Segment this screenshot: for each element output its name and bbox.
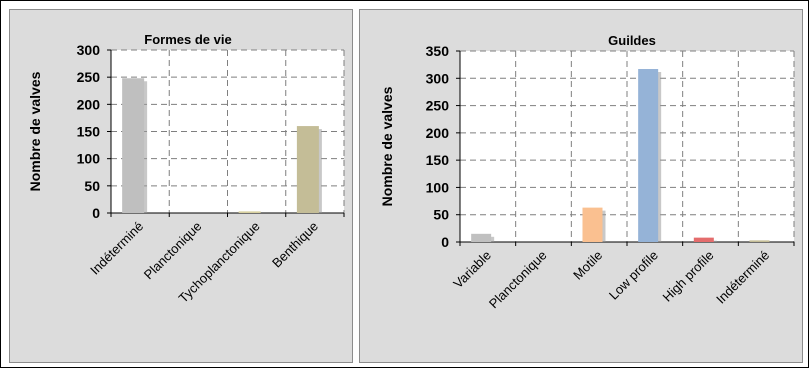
bar-motile	[582, 207, 603, 242]
y-tick-label: 100	[426, 179, 450, 195]
bar-benthique	[296, 126, 319, 213]
chart-guildes: 0 50 100 150 200 250 300 350 VariablePlanctoniqu…	[379, 33, 795, 312]
bar-variable	[471, 233, 492, 242]
chart-title: Formes de vie	[144, 32, 231, 47]
y-tick-label: 150	[426, 152, 450, 168]
y-tick-label: 100	[77, 151, 101, 167]
chart-panel-formes-de-vie: 0 50 100 150 200 250 300 Indéterminé Planctoniqu…	[9, 9, 353, 363]
x-tick-label-planctonique: Planctonique	[141, 219, 205, 283]
y-tick-label: 300	[426, 70, 450, 86]
y-tick-label: 250	[77, 69, 101, 85]
chart-title: Guildes	[608, 33, 656, 48]
y-tick-label: 300	[77, 42, 101, 58]
bar-low-profile	[638, 69, 659, 242]
x-tick-label-variable: Variable	[450, 248, 494, 292]
bar-indetermine	[749, 240, 770, 242]
y-tick-label: 0	[441, 234, 449, 250]
x-tick-label-planctonique: Planctonique	[486, 248, 550, 312]
y-tick-label: 200	[426, 125, 450, 141]
bar-indetermine	[122, 78, 145, 214]
y-axis-label: Nombre de valves	[27, 71, 43, 191]
bar-high-profile	[693, 237, 714, 242]
y-axis-label: Nombre de valves	[379, 86, 395, 206]
y-tick-label: 150	[77, 124, 101, 140]
x-tick-label-high-profile: High profile	[660, 248, 717, 305]
y-tick-label: 50	[433, 207, 449, 223]
y-tick-label: 250	[426, 98, 450, 114]
bar-tychoplanctonique	[238, 211, 261, 213]
x-tick-label-indetermine: Indéterminé	[87, 219, 146, 278]
x-tick-label-benthique: Benthique	[269, 219, 321, 271]
x-tick-label-indetermine: Indéterminé	[713, 248, 772, 307]
chart-formes-de-vie: 0 50 100 150 200 250 300 IndéterminéPlanctoniqu…	[27, 32, 345, 306]
y-tick-label: 200	[77, 96, 101, 112]
y-tick-label: 0	[92, 205, 100, 221]
y-tick-label: 350	[426, 43, 450, 59]
x-tick-label-low-profile: Low profile	[606, 248, 661, 303]
chart-panel-guildes: 0 50 100 150 200 250 300 350 Variable Planctoniqu…	[359, 9, 803, 363]
y-tick-label: 50	[84, 178, 100, 194]
x-tick-label-motile: Motile	[570, 248, 605, 283]
